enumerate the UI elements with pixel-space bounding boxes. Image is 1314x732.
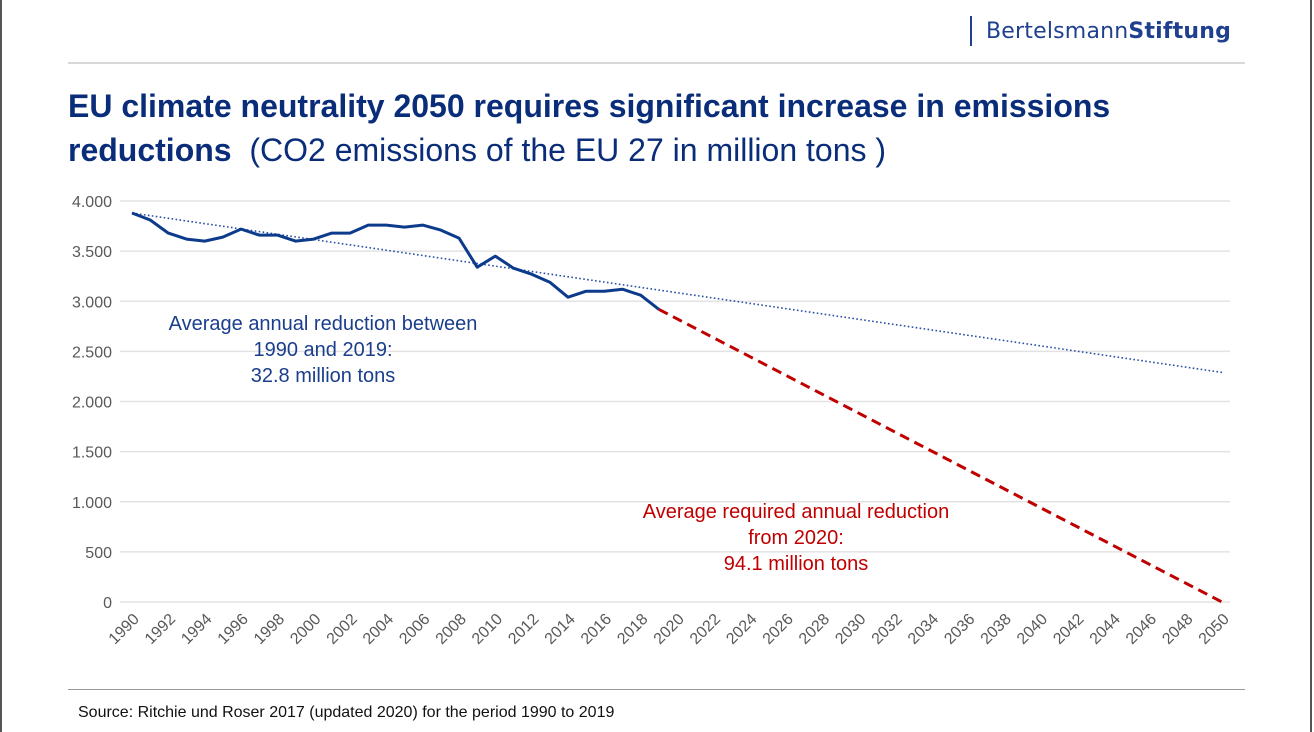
- x-tick-label: 2026: [760, 611, 797, 648]
- logo-text: BertelsmannStiftung: [986, 19, 1231, 44]
- annotation-historical: Average annual reduction between 1990 an…: [118, 311, 528, 389]
- x-axis-ticks: 1990 1992 1994 1996 1998 2000 2002 2004 2006 2008…: [106, 611, 1233, 648]
- y-tick-label: 1.500: [72, 445, 112, 462]
- logo-bar: [970, 16, 972, 46]
- required-path-line: [658, 307, 1223, 604]
- x-tick-label: 2044: [1087, 611, 1124, 648]
- x-tick-label: 2002: [324, 611, 361, 648]
- x-tick-label: 2034: [905, 611, 942, 648]
- x-tick-label: 2036: [941, 611, 978, 648]
- x-tick-label: 1990: [106, 611, 143, 648]
- x-tick-label: 2040: [1014, 611, 1051, 648]
- annotation-historical-line-1: Average annual reduction between: [168, 313, 478, 335]
- x-tick-label: 2008: [433, 611, 470, 648]
- source-note: Source: Ritchie und Roser 2017 (updated …: [78, 704, 615, 721]
- x-tick-label: 2030: [832, 611, 869, 648]
- bertelsmann-logo: BertelsmannStiftung: [970, 14, 1231, 48]
- x-tick-label: 2050: [1196, 611, 1233, 648]
- x-tick-label: 2048: [1159, 611, 1196, 648]
- x-tick-label: 2028: [796, 611, 833, 648]
- x-tick-label: 1996: [215, 611, 252, 648]
- x-tick-label: 2006: [396, 611, 433, 648]
- x-tick-label: 1998: [251, 611, 288, 648]
- series-lines: [131, 211, 1223, 604]
- y-tick-label: 0: [103, 595, 112, 612]
- y-tick-label: 1.000: [72, 495, 112, 512]
- historical-emissions-line: [131, 211, 660, 311]
- y-tick-label: 500: [85, 545, 112, 562]
- annotation-required-line-2: from 2020:: [748, 527, 844, 549]
- y-axis-ticks: 0 500 1.000 1.500 2.000 2.500 3.000 3.500 4.000: [72, 194, 112, 612]
- x-tick-label: 2010: [469, 611, 506, 648]
- footer-divider: [68, 689, 1245, 690]
- grid-lines: [120, 200, 1230, 603]
- x-tick-label: 2000: [287, 611, 324, 648]
- x-tick-label: 2016: [578, 611, 615, 648]
- x-tick-label: 2024: [723, 611, 760, 648]
- logo-prefix: Bertelsmann: [986, 18, 1129, 44]
- title-subtitle: (CO2 emissions of the EU 27 in million t…: [249, 132, 887, 168]
- x-tick-label: 1992: [142, 611, 179, 648]
- logo-suffix: Stiftung: [1128, 18, 1232, 44]
- x-tick-label: 2004: [360, 611, 397, 648]
- x-tick-label: 2014: [542, 611, 579, 648]
- y-tick-label: 3.000: [72, 294, 112, 311]
- annotation-historical-line-2: 1990 and 2019:: [253, 339, 393, 361]
- annotation-required: Average required annual reduction from 2…: [598, 499, 994, 577]
- x-tick-label: 2022: [687, 611, 724, 648]
- annotation-required-line-3: 94.1 million tons: [723, 553, 869, 575]
- y-tick-label: 4.000: [72, 194, 112, 211]
- slide-title: EU climate neutrality 2050 requires sign…: [68, 84, 1268, 172]
- x-tick-label: 2020: [651, 611, 688, 648]
- x-tick-label: 2038: [978, 611, 1015, 648]
- x-tick-label: 2032: [869, 611, 906, 648]
- x-tick-label: 2018: [614, 611, 651, 648]
- x-tick-label: 2042: [1050, 611, 1087, 648]
- title-main: EU climate neutrality 2050 requires sign…: [68, 88, 1111, 168]
- x-tick-label: 1994: [178, 611, 215, 648]
- y-tick-label: 2.500: [72, 344, 112, 361]
- header-divider: [68, 62, 1245, 64]
- x-tick-label: 2012: [505, 611, 542, 648]
- x-tick-label: 2046: [1123, 611, 1160, 648]
- annotation-historical-line-3: 32.8 million tons: [250, 365, 396, 387]
- annotation-required-line-1: Average required annual reduction: [642, 501, 950, 523]
- y-tick-label: 2.000: [72, 395, 112, 412]
- y-tick-label: 3.500: [72, 244, 112, 261]
